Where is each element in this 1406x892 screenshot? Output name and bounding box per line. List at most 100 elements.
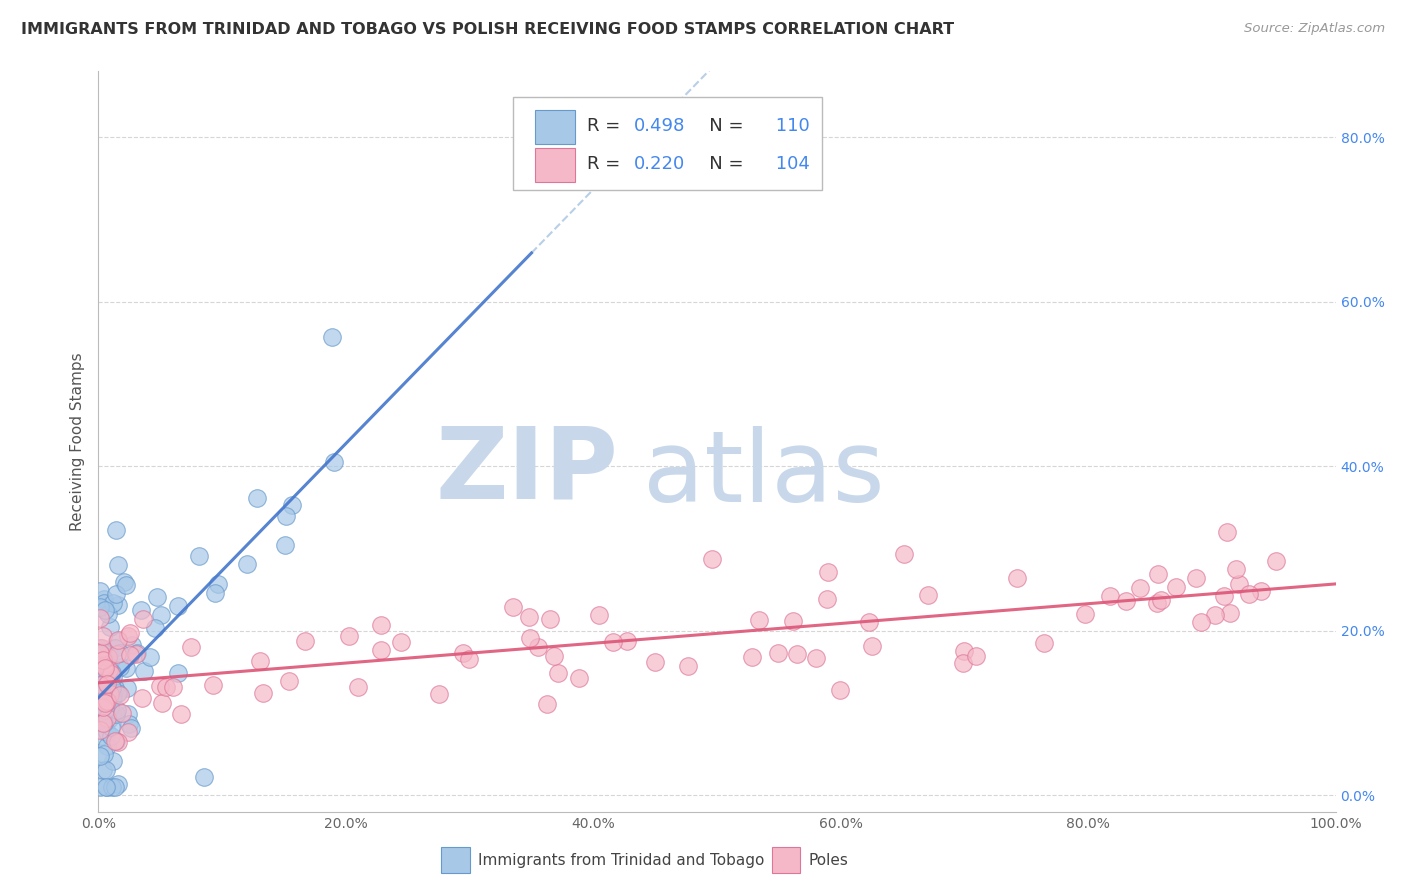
Point	[101, 596, 124, 610]
Point	[129, 603, 152, 617]
Point	[252, 686, 274, 700]
Point	[828, 683, 851, 698]
Point	[96, 739, 118, 753]
Point	[101, 688, 124, 702]
Point	[98, 669, 121, 683]
Point	[89, 748, 111, 763]
Point	[89, 709, 111, 723]
Point	[1227, 576, 1250, 591]
Point	[294, 634, 316, 648]
FancyBboxPatch shape	[536, 148, 575, 182]
Point	[893, 547, 915, 561]
FancyBboxPatch shape	[513, 97, 823, 190]
Point	[588, 607, 610, 622]
Point	[858, 615, 880, 629]
Point	[741, 649, 763, 664]
Point	[370, 617, 392, 632]
Point	[89, 646, 111, 660]
Point	[1250, 584, 1272, 599]
Point	[90, 729, 112, 743]
Point	[107, 632, 129, 647]
Point	[118, 717, 141, 731]
Point	[89, 600, 111, 615]
Point	[162, 680, 184, 694]
Text: IMMIGRANTS FROM TRINIDAD AND TOBAGO VS POLISH RECEIVING FOOD STAMPS CORRELATION : IMMIGRANTS FROM TRINIDAD AND TOBAGO VS P…	[21, 22, 955, 37]
Point	[98, 699, 121, 714]
Point	[117, 629, 139, 643]
Text: N =: N =	[692, 117, 749, 136]
Point	[132, 664, 155, 678]
Point	[1128, 581, 1150, 595]
Point	[817, 565, 839, 579]
Point	[93, 661, 115, 675]
Point	[93, 715, 115, 730]
Point	[101, 670, 124, 684]
Point	[90, 657, 112, 672]
Point	[370, 642, 392, 657]
Point	[105, 633, 128, 648]
Point	[527, 640, 550, 654]
Point	[766, 646, 789, 660]
Point	[1185, 571, 1208, 585]
Point	[1189, 615, 1212, 629]
Point	[103, 754, 125, 768]
Point	[150, 607, 173, 622]
Point	[94, 674, 117, 689]
Point	[117, 725, 139, 739]
Point	[782, 614, 804, 628]
Point	[347, 680, 370, 694]
Point	[96, 702, 118, 716]
Point	[96, 694, 118, 708]
Point	[502, 599, 524, 614]
Point	[89, 699, 111, 714]
Point	[100, 707, 122, 722]
Point	[89, 780, 111, 794]
Point	[201, 678, 224, 692]
Point	[94, 602, 117, 616]
Point	[124, 647, 146, 661]
Point	[519, 632, 541, 646]
Point	[98, 663, 121, 677]
Text: Source: ZipAtlas.com: Source: ZipAtlas.com	[1244, 22, 1385, 36]
Point	[96, 763, 118, 777]
Point	[105, 647, 128, 661]
Point	[107, 777, 129, 791]
Point	[100, 720, 122, 734]
Point	[150, 697, 173, 711]
Point	[96, 780, 118, 794]
FancyBboxPatch shape	[536, 110, 575, 144]
Point	[1164, 581, 1187, 595]
Point	[120, 648, 142, 662]
Point	[90, 648, 112, 662]
Point	[112, 574, 135, 589]
Point	[94, 676, 117, 690]
Point	[952, 656, 974, 670]
Point	[104, 523, 127, 537]
Point	[94, 680, 117, 694]
Point	[107, 735, 129, 749]
Point	[107, 598, 129, 612]
Point	[139, 650, 162, 665]
Point	[536, 697, 558, 711]
Point	[101, 681, 124, 695]
Point	[98, 687, 121, 701]
Point	[94, 703, 117, 717]
Point	[125, 646, 148, 660]
Point	[100, 729, 122, 743]
Point	[93, 747, 115, 762]
Point	[91, 716, 114, 731]
Point	[155, 680, 177, 694]
Point	[91, 642, 114, 657]
Point	[568, 672, 591, 686]
Point	[98, 662, 121, 676]
Point	[804, 651, 827, 665]
Point	[89, 583, 111, 598]
Point	[100, 666, 122, 681]
Point	[917, 588, 939, 602]
Point	[107, 686, 129, 700]
Point	[93, 669, 115, 683]
Point	[187, 549, 209, 563]
Point	[96, 657, 118, 671]
Point	[104, 733, 127, 747]
Point	[100, 666, 122, 681]
